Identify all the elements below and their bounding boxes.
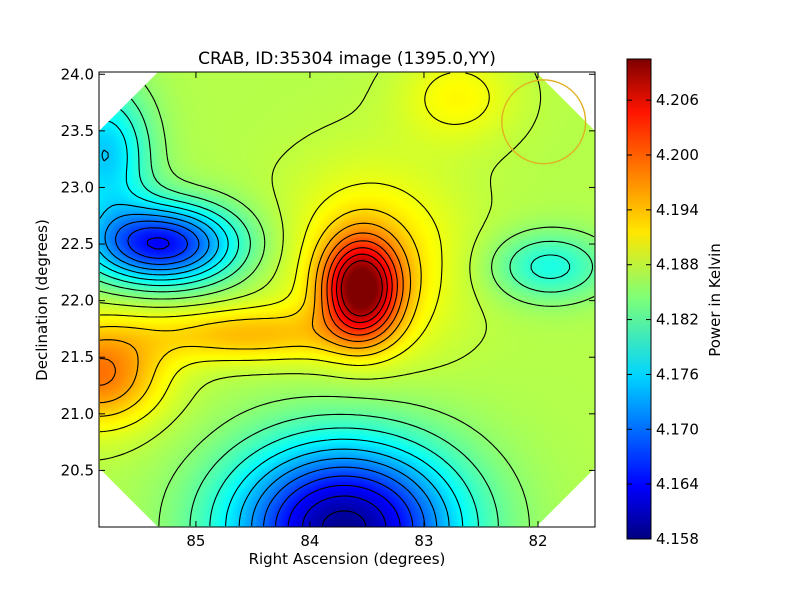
contour-level xyxy=(301,495,387,527)
y-axis: 20.5 21.0 21.5 22.0 22.5 23.0 23.5 24.0 xyxy=(61,65,595,479)
contour-lines xyxy=(99,72,595,527)
contour-level xyxy=(99,208,422,417)
contour-level xyxy=(99,72,542,461)
chart-title: CRAB, ID:35304 image (1395.0,YY) xyxy=(198,49,496,69)
x-axis: 85 84 83 82 xyxy=(186,72,548,550)
contour-level xyxy=(115,220,426,527)
contour-level xyxy=(99,149,450,527)
contour-level xyxy=(146,237,401,527)
heatmap-image xyxy=(99,72,595,527)
contour-level xyxy=(326,240,398,336)
beam-circle xyxy=(501,79,587,165)
contour-level xyxy=(104,213,438,526)
colorbar-tick-label: 4.182 xyxy=(656,311,699,329)
y-tick-label: 22.5 xyxy=(61,235,94,253)
colorbar xyxy=(626,58,652,540)
colorbar-tick-label: 4.206 xyxy=(656,91,699,109)
y-tick-label: 21.5 xyxy=(61,348,94,366)
colorbar-tick-label: 4.164 xyxy=(656,475,699,493)
x-axis-label: Right Ascension (degrees) xyxy=(249,550,446,568)
plot-frame xyxy=(98,71,596,528)
heatmap-area xyxy=(99,72,595,527)
colorbar-tick-label: 4.194 xyxy=(656,201,699,219)
y-tick-label: 21.0 xyxy=(61,405,94,423)
contour-level xyxy=(99,222,412,404)
contour-level xyxy=(335,253,388,324)
colorbar-tick-label: 4.158 xyxy=(656,530,699,548)
x-tick-label: 83 xyxy=(414,532,433,550)
colorbar-tick-label: 4.188 xyxy=(656,256,699,274)
y-axis-label: Declination (degrees) xyxy=(33,219,51,381)
y-tick-label: 23.5 xyxy=(61,122,94,140)
x-tick-label: 82 xyxy=(528,532,547,550)
contour-level xyxy=(340,260,383,317)
contour-level xyxy=(321,510,367,527)
contour-level xyxy=(99,72,490,433)
contour-level xyxy=(99,232,404,386)
colorbar-label: Power in Kelvin xyxy=(706,243,724,357)
contour-level xyxy=(331,247,393,330)
x-tick-label: 85 xyxy=(186,532,205,550)
y-tick-label: 22.0 xyxy=(61,292,94,310)
x-tick-label: 84 xyxy=(300,532,319,550)
y-tick-label: 23.0 xyxy=(61,178,94,196)
colorbar-axis: 4.158 4.164 4.170 4.176 4.182 4.188 4.194 4.200… xyxy=(627,91,699,548)
y-tick-label: 20.5 xyxy=(61,461,94,479)
colorbar-tick-label: 4.176 xyxy=(656,365,699,383)
colorbar-tick-label: 4.200 xyxy=(656,146,699,164)
y-tick-label: 24.0 xyxy=(61,65,94,83)
colorbar-tick-label: 4.170 xyxy=(656,420,699,438)
contour-level xyxy=(127,227,414,527)
